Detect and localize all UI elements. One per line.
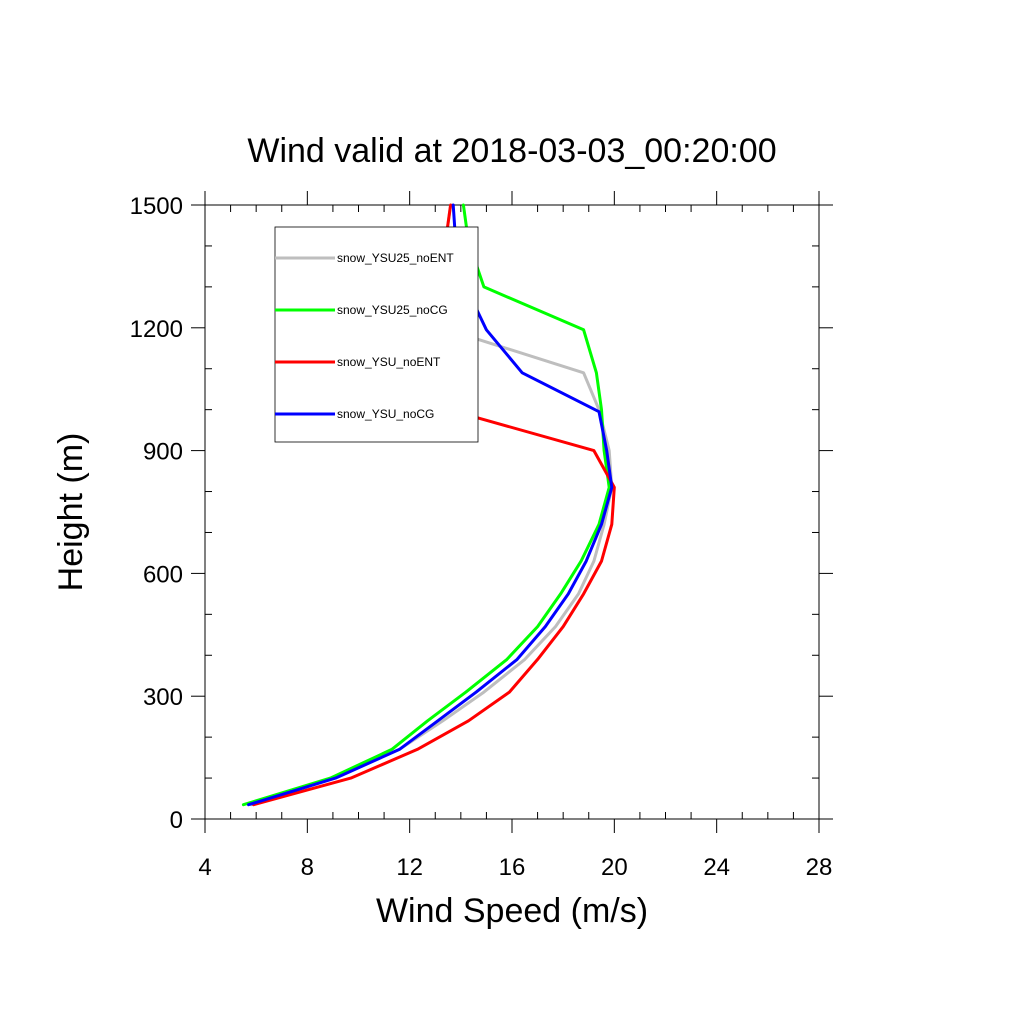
x-axis-label: Wind Speed (m/s) xyxy=(376,892,648,930)
series-line-1 xyxy=(241,203,611,807)
legend-label-0: snow_YSU25_noENT xyxy=(337,251,454,265)
y-tick-label: 600 xyxy=(143,561,183,588)
x-tick-label: 12 xyxy=(396,854,423,881)
x-tick-label: 8 xyxy=(301,854,314,881)
plot-layer: 4 8 12 16 20 24 28 0 300 600 900 1200 1500 snow_YSU25… xyxy=(130,191,833,881)
y-tick-label: 1200 xyxy=(130,316,183,343)
y-tick-label: 900 xyxy=(143,439,183,466)
y-axis-label: Height (m) xyxy=(52,433,90,592)
legend-box xyxy=(274,226,479,443)
x-tick-label: 20 xyxy=(601,854,628,881)
series-line-3 xyxy=(247,203,614,807)
y-tick-label: 0 xyxy=(170,807,183,834)
x-tick-label: 24 xyxy=(703,854,730,881)
y-tick-label: 1500 xyxy=(130,193,183,220)
x-tick-label: 4 xyxy=(198,854,211,881)
legend-label-1: snow_YSU25_noCG xyxy=(337,303,448,317)
x-tick-label: 16 xyxy=(499,854,526,881)
x-tick-label: 28 xyxy=(806,854,833,881)
legend-label-3: snow_YSU_noCG xyxy=(337,407,434,421)
y-tick-label: 300 xyxy=(143,684,183,711)
legend-label-2: snow_YSU_noENT xyxy=(337,355,441,369)
chart-title: Wind valid at 2018-03-03_00:20:00 xyxy=(247,132,776,170)
